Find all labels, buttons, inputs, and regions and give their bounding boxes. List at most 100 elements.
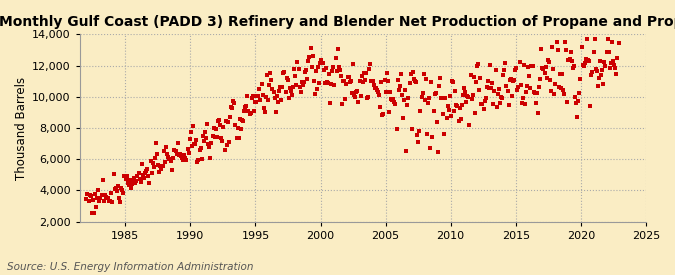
Point (481, 85, 492, 89)
Point (531, 91, 542, 96)
Point (197, 134, 208, 138)
Point (536, 47, 547, 52)
Point (399, 97, 410, 102)
Point (263, 97, 273, 102)
Point (250, 100, 261, 104)
Point (424, 96, 435, 100)
Point (514, 60, 525, 65)
Point (441, 116, 452, 120)
Point (495, 101, 506, 106)
Point (541, 76, 552, 81)
Point (539, 71, 550, 75)
Point (195, 146, 206, 150)
Point (394, 87, 404, 92)
Point (124, 183, 134, 187)
Point (534, 85, 545, 89)
Point (500, 61, 511, 65)
Point (105, 198, 115, 203)
Point (348, 62, 358, 66)
Point (479, 99, 490, 103)
Point (401, 149, 412, 153)
Point (404, 81, 415, 85)
Point (337, 101, 348, 106)
Point (111, 189, 122, 193)
Point (586, 72, 597, 77)
Point (444, 93, 455, 98)
Point (389, 100, 400, 104)
Point (207, 134, 218, 138)
Point (560, 39, 570, 44)
Point (177, 156, 188, 160)
Point (513, 85, 524, 89)
Point (556, 86, 566, 90)
Point (525, 86, 536, 91)
Point (613, 41, 624, 45)
Point (335, 67, 346, 72)
Point (138, 176, 149, 181)
Point (497, 73, 508, 77)
Point (271, 94, 282, 98)
Point (522, 84, 533, 88)
Point (113, 183, 124, 188)
Point (289, 67, 300, 71)
Point (225, 105, 236, 110)
Point (326, 82, 337, 86)
Point (607, 40, 618, 44)
Point (509, 78, 520, 82)
Point (357, 79, 368, 84)
Point (566, 58, 577, 63)
Point (270, 110, 281, 114)
Point (599, 59, 610, 64)
Point (601, 50, 612, 54)
Point (371, 88, 382, 93)
Point (215, 123, 225, 127)
Point (301, 68, 312, 72)
Point (563, 57, 574, 62)
Point (110, 186, 121, 190)
Point (504, 103, 514, 107)
Point (294, 85, 305, 89)
Point (557, 72, 568, 76)
Point (144, 181, 155, 185)
Point (248, 94, 259, 98)
Point (585, 103, 595, 108)
Point (90, 191, 101, 196)
Point (451, 103, 462, 108)
Point (211, 127, 221, 131)
Point (486, 86, 497, 90)
Point (194, 148, 205, 153)
Point (221, 143, 232, 147)
Point (343, 75, 354, 79)
Point (88, 198, 99, 203)
Point (385, 96, 396, 101)
Point (366, 79, 377, 84)
Point (315, 60, 326, 65)
Point (161, 152, 172, 156)
Point (554, 85, 564, 90)
Point (543, 59, 554, 64)
Point (182, 147, 193, 152)
Point (88, 211, 99, 216)
Point (155, 163, 166, 168)
Point (468, 75, 479, 79)
Point (97, 178, 108, 182)
Point (148, 164, 159, 169)
Point (593, 84, 603, 89)
Point (250, 100, 261, 104)
Point (332, 47, 343, 52)
Point (562, 100, 573, 104)
Point (458, 86, 469, 90)
Point (462, 94, 472, 98)
Point (321, 79, 332, 84)
Point (558, 88, 568, 92)
Point (392, 78, 403, 82)
Point (568, 66, 578, 70)
Point (374, 93, 385, 97)
Point (219, 148, 230, 152)
Point (259, 106, 269, 110)
Point (387, 98, 398, 102)
Point (175, 152, 186, 156)
Point (259, 110, 270, 114)
Point (172, 141, 183, 145)
Point (115, 186, 126, 190)
